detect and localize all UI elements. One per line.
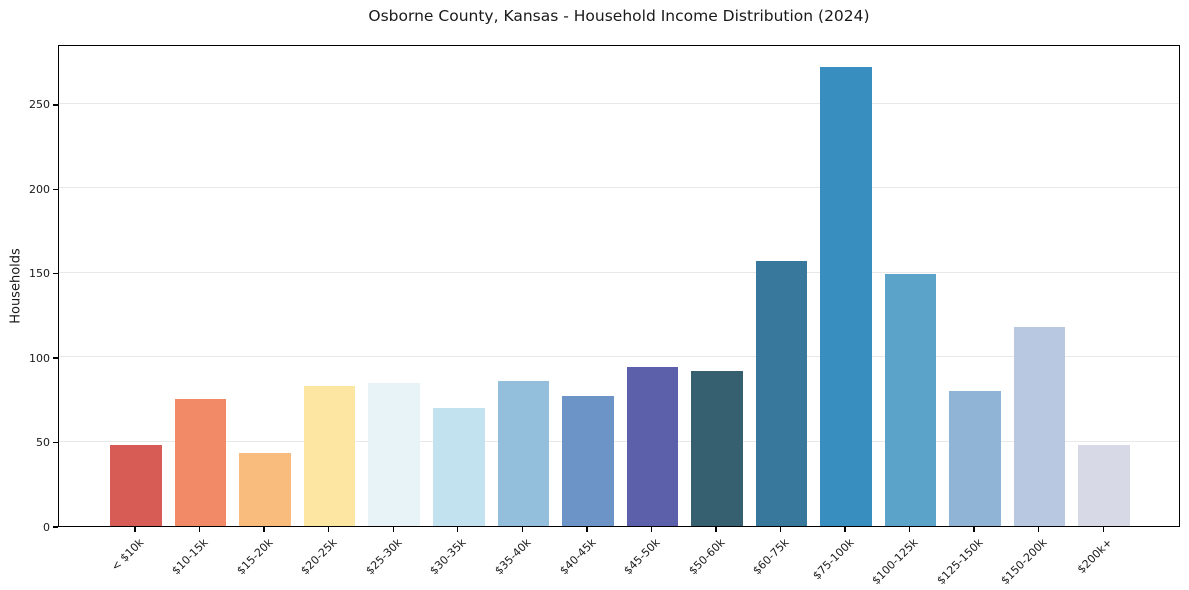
- y-tick-label-100: 100: [29, 351, 50, 365]
- x-tick-mark-7: [586, 527, 588, 532]
- x-tick-label-200k: $200k+: [1074, 536, 1115, 577]
- bar-150-200k: [1013, 326, 1066, 526]
- y-tick-label-250: 250: [29, 98, 50, 112]
- y-tick-mark-150: [53, 273, 58, 275]
- y-tick-label-150: 150: [29, 267, 50, 281]
- x-tick-mark-10: [779, 527, 782, 532]
- x-tick-label-75-100k: $75-100k: [810, 536, 857, 583]
- x-tick-label-10-15k: $10-15k: [169, 536, 211, 578]
- x-tick-label-100-125k: $100-125k: [869, 536, 921, 588]
- y-tick-mark-100: [53, 357, 58, 359]
- x-tick-mark-0: [134, 527, 136, 532]
- x-tick-mark-2: [263, 527, 265, 532]
- bar-40-45k: [562, 396, 614, 526]
- bar-20-25k: [303, 385, 356, 526]
- bar-25-30k: [368, 382, 420, 526]
- x-tick-label-20-25k: $20-25k: [298, 536, 340, 578]
- bar-125-150k: [949, 390, 1001, 526]
- x-tick-label-30-35k: $30-35k: [427, 536, 469, 578]
- x-tick-mark-1: [198, 527, 201, 532]
- bar-45-50k: [626, 367, 679, 526]
- y-tick-label-0: 0: [43, 520, 50, 534]
- gridline-200: [59, 187, 1179, 189]
- bar-100-125k: [884, 274, 937, 526]
- x-tick-label-10k: < $10k: [108, 536, 147, 574]
- x-tick-mark-5: [457, 527, 459, 532]
- y-tick-label-200: 200: [29, 182, 50, 196]
- x-tick-label-40-45k: $40-45k: [556, 536, 599, 578]
- x-tick-label-150-200k: $150-200k: [998, 536, 1050, 588]
- x-tick-label-25-30k: $25-30k: [363, 536, 405, 578]
- x-tick-label-50-60k: $50-60k: [685, 536, 728, 578]
- bar-30-35k: [432, 407, 485, 526]
- bar-10k: [110, 444, 162, 526]
- x-tick-mark-14: [1038, 527, 1040, 532]
- bar-10-15k: [174, 399, 227, 526]
- y-tick-mark-0: [53, 526, 58, 528]
- x-tick-mark-4: [392, 527, 394, 532]
- gridline-100: [59, 356, 1179, 358]
- x-tick-mark-13: [973, 527, 975, 532]
- y-axis-label: Households: [8, 248, 24, 324]
- chart-title: Osborne County, Kansas - Household Incom…: [368, 7, 870, 25]
- x-tick-label-60-75k: $60-75k: [750, 536, 792, 578]
- x-tick-label-45-50k: $45-50k: [621, 536, 663, 578]
- bar-50-60k: [691, 370, 743, 526]
- bar-200k: [1078, 444, 1131, 526]
- y-tick-mark-50: [53, 441, 58, 444]
- y-tick-mark-200: [53, 188, 58, 191]
- x-tick-mark-11: [844, 527, 846, 532]
- gridline-250: [59, 102, 1179, 104]
- bar-15-20k: [239, 453, 291, 526]
- x-tick-mark-15: [1102, 527, 1104, 532]
- x-tick-mark-12: [908, 527, 911, 532]
- x-tick-mark-6: [521, 527, 523, 532]
- bar-75-100k: [820, 66, 872, 526]
- x-tick-label-125-150k: $125-150k: [934, 536, 986, 588]
- y-tick-label-50: 50: [36, 436, 50, 450]
- bar-35-40k: [497, 380, 550, 526]
- gridline-50: [59, 440, 1179, 442]
- plot-area: [58, 45, 1180, 527]
- x-tick-mark-9: [715, 527, 717, 532]
- x-tick-mark-3: [327, 527, 330, 532]
- x-tick-label-15-20k: $15-20k: [234, 536, 276, 578]
- y-tick-mark-250: [53, 104, 58, 106]
- bar-60-75k: [755, 260, 808, 526]
- x-tick-label-35-40k: $35-40k: [492, 536, 534, 578]
- x-tick-mark-8: [650, 527, 653, 532]
- gridline-150: [59, 271, 1179, 273]
